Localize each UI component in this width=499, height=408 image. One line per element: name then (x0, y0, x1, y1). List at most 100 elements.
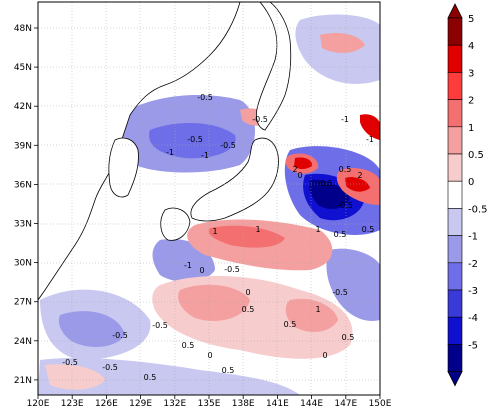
contour-label: 0 (207, 351, 212, 360)
lon-tick-label: 132E (163, 399, 186, 408)
region-kuroshio-pos-core (294, 157, 313, 169)
korean-peninsula (108, 137, 139, 198)
lat-tick-label: 42N (14, 102, 32, 112)
contour-label: -0.5 (317, 179, 333, 188)
region-east-pos-core (345, 177, 370, 192)
colorbar-swatch (447, 289, 463, 318)
region-southwest-pos (45, 364, 105, 390)
colorbar-bottom-arrow (447, 371, 463, 387)
lon-tick-label: 141E (266, 399, 289, 408)
colorbar-top-arrow (447, 3, 463, 19)
colorbar-swatch (447, 235, 463, 264)
contour-label: -0.5 (152, 321, 168, 330)
contour-label: -0.5 (112, 331, 128, 340)
colorbar-swatch (447, 208, 463, 236)
colorbar-swatch (447, 72, 463, 100)
contour-label: 1 (315, 305, 320, 314)
colorbar-label: 2 (468, 96, 474, 107)
lon-tick-label: 144E (300, 399, 323, 408)
contour-label: 0.5 (182, 341, 195, 350)
kyushu (160, 207, 191, 241)
contour-label: -0.5 (332, 288, 348, 297)
colorbar-swatch (447, 99, 463, 128)
contour-label: -0.5 (197, 93, 213, 102)
colorbar-label: -3 (468, 286, 478, 297)
lon-tick-label: 123E (61, 399, 84, 408)
lat-tick-label: 30N (14, 259, 32, 269)
lat-tick-label: 39N (14, 141, 32, 151)
colorbar-label: -0.5 (468, 204, 488, 215)
region-southwest-neg-core (58, 311, 126, 347)
lon-tick-label: 150E (369, 399, 392, 408)
contour-label: -0.5 (252, 115, 268, 124)
lon-tick-label: 126E (95, 399, 118, 408)
contour-label: -0.5 (220, 141, 236, 150)
region-subtropical-pos-core-b (285, 298, 338, 332)
region-south-japan-pos-core (208, 225, 285, 248)
gridlines (38, 2, 380, 395)
contour-label: 0.5 (362, 225, 375, 234)
lat-tick-label: 45N (14, 63, 32, 73)
colorbar-swatch (447, 316, 463, 345)
contour-label: -0.5 (102, 363, 118, 372)
colorbar-swatch (447, 180, 463, 209)
colorbar-label: -4 (468, 313, 478, 324)
colorbar-label: 0.5 (468, 150, 484, 161)
land (38, 2, 292, 301)
colorbar-swatch (447, 153, 463, 182)
colorbar-label: 1 (468, 123, 474, 134)
contour-label: 0.5 (284, 320, 297, 329)
region-east-neg-deep (309, 179, 350, 210)
contour-label: -1 (166, 148, 174, 157)
lat-tick-label: 27N (14, 298, 32, 308)
contour-labels: -0.5 -0.5 -0.5 -0.5 -1 -1 -1 -1 -0.5 -0.5 0 0.5 1 1 2 2… (62, 93, 374, 382)
region-south-neg (38, 358, 300, 395)
contour-label: 2 (357, 171, 362, 180)
colorbar: 5 4 3 2 1 0.5 0 -0.5 -1 -2 -3 -4 -5 (447, 3, 488, 387)
contour-label: 1 (315, 225, 320, 234)
region-northeast-pos (320, 33, 365, 53)
contour-label: -0.5 (62, 358, 78, 367)
contour-label: -0.5 (337, 201, 353, 210)
contour-label: 0.5 (144, 373, 157, 382)
longitude-ticks: 120E 123E 126E 129E 132E 135E 138E 141E 144E 147E… (27, 395, 392, 408)
contour-label: 0.5 (342, 333, 355, 342)
region-far-east-neg (326, 248, 380, 321)
lon-tick-label: 147E (334, 399, 357, 408)
positive-anomaly-regions (45, 33, 380, 390)
negative-anomaly-regions (38, 14, 380, 395)
region-subtropical-pos-core-a (178, 284, 250, 321)
colorbar-swatch (447, 262, 463, 291)
colorbar-label: -2 (468, 259, 478, 270)
lat-tick-label: 48N (14, 24, 32, 34)
lon-tick-label: 135E (198, 399, 221, 408)
contour-label: 2 (292, 165, 297, 174)
colorbar-swatch (447, 344, 463, 372)
lat-tick-label: 33N (14, 220, 32, 230)
contour-label: 0 (322, 351, 327, 360)
contour-label: 0 (245, 288, 250, 297)
contour-label: 1 (212, 227, 217, 236)
lon-tick-label: 129E (129, 399, 152, 408)
lat-tick-label: 36N (14, 180, 32, 190)
contour-label: -1 (184, 261, 192, 270)
hokkaido-sakhalin (256, 2, 292, 131)
contour-label: -1 (341, 115, 349, 124)
contour-label: 0.5 (242, 305, 255, 314)
colorbar-label: 3 (468, 68, 474, 79)
lat-tick-label: 21N (14, 376, 32, 386)
colorbar-swatch (447, 126, 463, 155)
region-far-east-pos (360, 114, 380, 140)
lat-tick-label: 24N (14, 337, 32, 347)
lon-tick-label: 120E (27, 399, 50, 408)
colorbar-swatch (447, 44, 463, 73)
honshu (190, 137, 279, 222)
contour-label: 0.5 (334, 230, 347, 239)
colorbar-label: 5 (468, 14, 474, 25)
contour-label: 1 (255, 225, 260, 234)
map-field: -0.5 -0.5 -0.5 -0.5 -1 -1 -1 -1 -0.5 -0.5 0 0.5 1 1 2 2… (38, 2, 380, 395)
contour-label: -0.5 (224, 265, 240, 274)
contour-label: 0.5 (222, 366, 235, 375)
latitude-ticks: 48N 45N 42N 39N 36N 33N 30N 27N 24N 21N (14, 24, 38, 386)
